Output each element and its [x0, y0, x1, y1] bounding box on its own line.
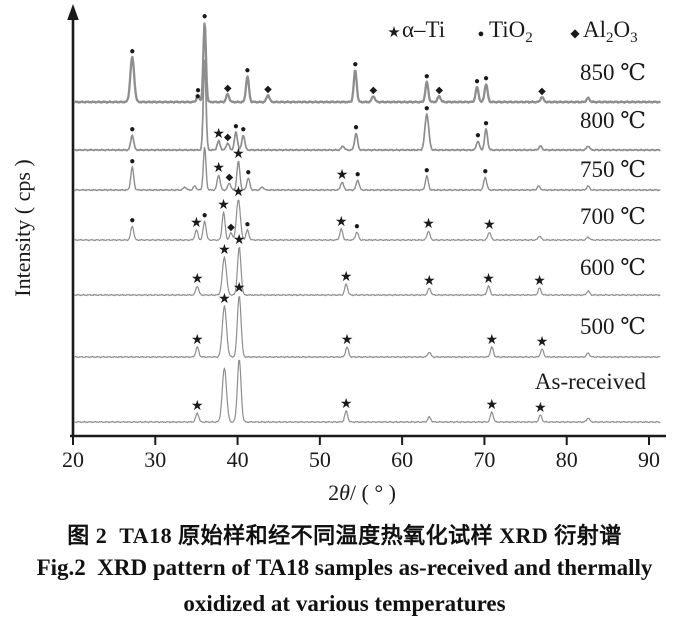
peak-marker-circle: ●: [483, 118, 489, 129]
peak-marker-circle: ●: [424, 71, 430, 82]
peak-marker-star: ★: [218, 292, 231, 307]
peak-marker-circle: ●: [474, 76, 480, 87]
x-tick-label: 30: [144, 447, 166, 472]
peak-marker-diamond: ◆: [264, 84, 272, 95]
peak-marker-diamond: ◆: [227, 222, 235, 233]
peak-marker-circle: ●: [244, 65, 250, 76]
peak-marker-star: ★: [486, 333, 499, 348]
peak-marker-diamond: ◆: [224, 132, 232, 143]
xrd-trace-700-: [73, 199, 661, 242]
legend-label-α-Ti: α–Ti: [402, 17, 445, 42]
peak-marker-star: ★: [341, 333, 354, 348]
series-label-700-: 700 ℃: [580, 204, 646, 229]
y-axis-arrow: [67, 4, 79, 20]
peak-marker-circle: ●: [195, 91, 201, 102]
star-legend-glyph: ★: [387, 25, 400, 41]
series-label-500-: 500 ℃: [580, 314, 646, 339]
series-label-850-: 850 ℃: [580, 60, 646, 85]
peak-marker-star: ★: [191, 272, 204, 287]
xrd-trace-500-: [73, 296, 661, 359]
circle-legend-glyph: ●: [478, 28, 485, 40]
xrd-trace-800-: [73, 59, 661, 152]
peak-marker-circle: ●: [483, 73, 489, 84]
peak-marker-diamond: ◆: [225, 172, 233, 183]
peak-marker-star: ★: [340, 270, 353, 285]
peak-marker-circle: ●: [424, 103, 430, 114]
peak-marker-circle: ●: [482, 166, 488, 177]
caption-chinese: 图 2 TA18 原始样和经不同温度热氧化试样 XRD 衍射谱: [67, 523, 622, 548]
x-tick-label: 90: [638, 447, 660, 472]
peak-marker-star: ★: [191, 399, 204, 414]
peak-marker-circle: ●: [354, 221, 360, 232]
peak-marker-circle: ●: [475, 130, 481, 141]
peak-marker-star: ★: [340, 397, 353, 412]
peak-marker-star: ★: [335, 215, 348, 230]
series-label-600-: 600 ℃: [580, 255, 646, 280]
series-label-As-received: As-received: [535, 369, 647, 394]
peak-marker-star: ★: [232, 147, 245, 162]
peak-marker-star: ★: [533, 274, 546, 289]
y-axis-label: Intensity ( cps ): [10, 159, 35, 296]
x-tick-label: 20: [62, 447, 84, 472]
peak-marker-star: ★: [218, 243, 231, 258]
peak-marker-circle: ●: [233, 121, 239, 132]
peak-marker-star: ★: [336, 168, 349, 183]
peak-marker-star: ★: [190, 216, 203, 231]
legend-label-Al2O3: Al2O3: [583, 17, 638, 46]
caption-english-line2: oxidized at various temperatures: [183, 591, 506, 616]
peak-marker-star: ★: [191, 333, 204, 348]
series-label-800-: 800 ℃: [580, 108, 646, 133]
peak-marker-circle: ●: [202, 210, 208, 221]
peak-marker-circle: ●: [424, 165, 430, 176]
peak-marker-circle: ●: [353, 122, 359, 133]
x-tick-label: 50: [309, 447, 331, 472]
x-tick-label: 70: [473, 447, 495, 472]
xrd-trace-As-received: [73, 359, 661, 424]
peak-marker-circle: ●: [195, 85, 201, 96]
x-tick-label: 80: [556, 447, 578, 472]
peak-marker-circle: ●: [240, 124, 246, 135]
peak-marker-star: ★: [212, 127, 225, 142]
peak-marker-star: ★: [482, 272, 495, 287]
peak-marker-star: ★: [486, 398, 499, 413]
peak-marker-star: ★: [423, 274, 436, 289]
peak-marker-circle: ●: [355, 169, 361, 180]
peak-marker-circle: ●: [129, 124, 135, 135]
peak-marker-star: ★: [534, 401, 547, 416]
x-tick-label: 40: [227, 447, 249, 472]
peak-marker-star: ★: [233, 233, 246, 248]
xrd-trace-600-: [73, 246, 661, 297]
peak-marker-diamond: ◆: [224, 83, 232, 94]
peak-marker-circle: ●: [129, 156, 135, 167]
peak-marker-circle: ●: [129, 215, 135, 226]
peak-marker-diamond: ◆: [435, 85, 443, 96]
peak-marker-circle: ●: [202, 11, 208, 22]
peak-marker-star: ★: [483, 218, 496, 233]
peak-marker-circle: ●: [244, 219, 250, 230]
peak-marker-star: ★: [422, 217, 435, 232]
peak-marker-star: ★: [212, 161, 225, 176]
xrd-trace-850-: [73, 22, 662, 104]
peak-marker-circle: ●: [245, 167, 251, 178]
peak-marker-star: ★: [232, 185, 245, 200]
peak-marker-diamond: ◆: [538, 86, 546, 97]
peak-marker-circle: ●: [129, 46, 135, 57]
x-axis-label: 2θ/ ( ° ): [328, 480, 396, 505]
peak-marker-diamond: ◆: [369, 85, 377, 96]
legend-label-TiO2: TiO2: [489, 17, 533, 46]
peak-marker-star: ★: [217, 198, 230, 213]
peak-marker-circle: ●: [352, 59, 358, 70]
series-label-750-: 750 ℃: [580, 157, 646, 182]
peak-marker-star: ★: [536, 335, 549, 350]
xrd-trace-750-: [73, 146, 661, 192]
x-tick-label: 60: [391, 447, 413, 472]
diamond-legend-glyph: ◆: [570, 26, 580, 40]
caption-english-line1: Fig.2 XRD pattern of TA18 samples as-rec…: [36, 555, 653, 580]
peak-marker-star: ★: [233, 281, 246, 296]
xrd-chart: 20 30 40 50 60 70 80 90 2θ/ ( ° ) Intensity ( cps…: [10, 4, 666, 505]
